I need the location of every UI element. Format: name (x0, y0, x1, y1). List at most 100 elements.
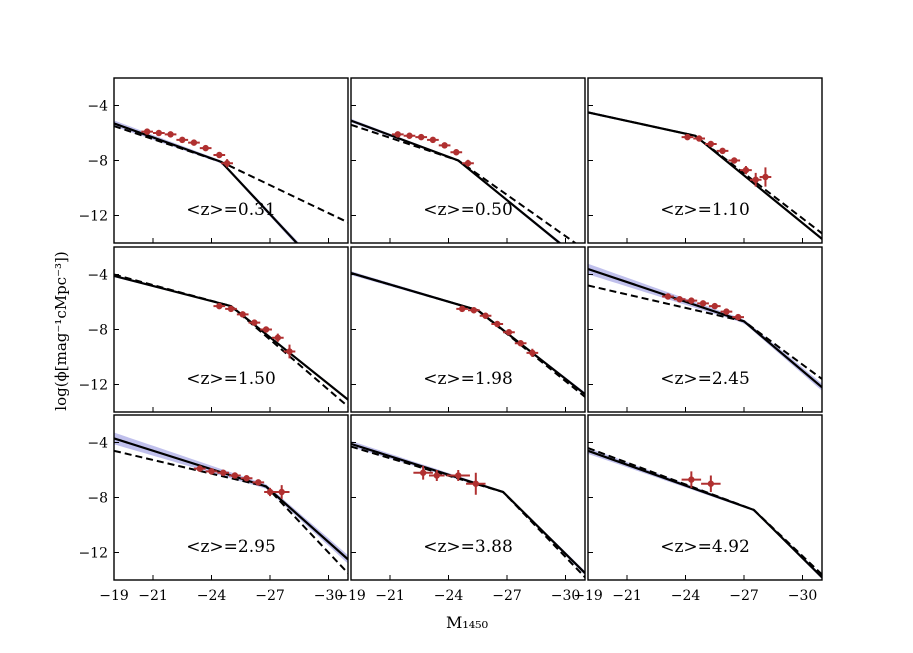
data-marker (464, 160, 472, 167)
redshift-annotation: <z>=4.92 (660, 537, 750, 557)
x-tick-label: −27 (729, 588, 759, 604)
data-point (205, 468, 218, 475)
data-point (705, 140, 717, 148)
y-axis-label: log(ϕ[mag⁻¹cMpc⁻³]) (52, 251, 70, 410)
data-point (248, 319, 261, 326)
data-point (176, 136, 189, 144)
data-point (213, 151, 226, 159)
panel-7: −4 −8 −12 −19 −21 −24 −27 −30 <z>=2.95 (78, 414, 349, 604)
redshift-annotation: <z>=2.45 (660, 369, 750, 389)
redshift-annotation: <z>=0.50 (423, 200, 513, 220)
data-marker (155, 129, 163, 137)
data-point (491, 320, 504, 328)
data-point (456, 305, 468, 313)
data-point (403, 132, 416, 139)
x-tick-label: −21 (138, 588, 168, 604)
solid-model-line (588, 267, 822, 389)
data-marker (472, 480, 479, 487)
data-marker (274, 334, 281, 341)
uncertainty-band (588, 447, 822, 580)
data-marker (664, 293, 672, 300)
data-point (728, 157, 741, 164)
y-tick-label: −8 (87, 323, 108, 339)
data-point (260, 326, 272, 333)
data-marker (255, 479, 262, 486)
data-point (217, 469, 230, 476)
data-marker (220, 469, 227, 476)
y-tick-label: −12 (78, 378, 108, 394)
data-point (141, 128, 153, 135)
data-marker (208, 468, 215, 475)
x-tick-label: −21 (612, 588, 642, 604)
y-tick-label: −4 (87, 436, 108, 452)
data-point (720, 308, 733, 315)
y-tick-label: −4 (87, 99, 108, 115)
data-marker (286, 348, 293, 355)
data-marker (719, 147, 726, 155)
data-marker (196, 465, 203, 472)
data-point (415, 133, 428, 141)
data-marker (453, 149, 460, 156)
data-marker (143, 128, 151, 135)
data-marker (699, 300, 707, 307)
data-point (693, 135, 705, 142)
data-marker (179, 136, 186, 144)
data-marker (517, 340, 524, 347)
data-marker (470, 307, 478, 314)
data-point (749, 172, 762, 187)
y-tick-label: −8 (87, 491, 108, 507)
panel-3: <z>=1.10 (587, 77, 823, 244)
data-marker (684, 133, 691, 141)
data-marker (167, 131, 174, 138)
data-point (468, 307, 480, 314)
data-point (240, 475, 253, 482)
dashed-model-line (351, 445, 585, 578)
data-marker (227, 305, 235, 313)
data-marker (711, 302, 718, 310)
data-point (271, 333, 284, 342)
data-marker (455, 472, 462, 479)
solid-model-line (114, 437, 348, 561)
data-point (479, 312, 492, 319)
panel-6: <z>=2.45 (587, 246, 823, 413)
x-tick-label: −24 (671, 588, 701, 604)
data-point (681, 471, 702, 488)
y-tick-label: −8 (87, 154, 108, 170)
data-point (514, 340, 527, 347)
x-tick-label: −24 (434, 588, 464, 604)
data-marker (406, 132, 413, 139)
dashed-model-line (351, 123, 577, 243)
data-point (732, 313, 744, 321)
data-point (413, 465, 433, 480)
data-marker (529, 349, 536, 357)
data-point (450, 149, 463, 156)
data-marker (429, 136, 437, 144)
data-point (740, 166, 752, 175)
data-marker (731, 157, 738, 164)
data-point (273, 485, 290, 499)
data-marker (458, 305, 466, 313)
redshift-annotation: <z>=1.10 (660, 200, 750, 220)
redshift-annotation: <z>=2.95 (186, 537, 276, 557)
data-point (697, 300, 709, 307)
y-tick-label: −12 (78, 546, 108, 562)
data-point (199, 144, 212, 152)
panel-2: <z>=0.50 (350, 77, 586, 244)
panel-9: −19 −21 −24 −27 −30 <z>=4.92 (573, 414, 823, 604)
data-point (526, 348, 539, 357)
panel-1: −4 −8 −12 <z>=0.31 (78, 77, 349, 244)
data-point (427, 136, 439, 144)
data-marker (707, 140, 715, 148)
data-point (252, 479, 265, 486)
data-point (681, 133, 694, 141)
x-tick-label: −30 (551, 588, 581, 604)
redshift-annotation: <z>=3.88 (423, 537, 513, 557)
dashed-model-line (588, 284, 822, 380)
data-marker (202, 144, 209, 152)
data-point (466, 472, 486, 495)
x-axis-label: M₁₄₅₀ (446, 613, 488, 632)
redshift-annotation: <z>=1.98 (423, 369, 513, 389)
data-point (662, 293, 674, 300)
data-marker (482, 312, 489, 319)
